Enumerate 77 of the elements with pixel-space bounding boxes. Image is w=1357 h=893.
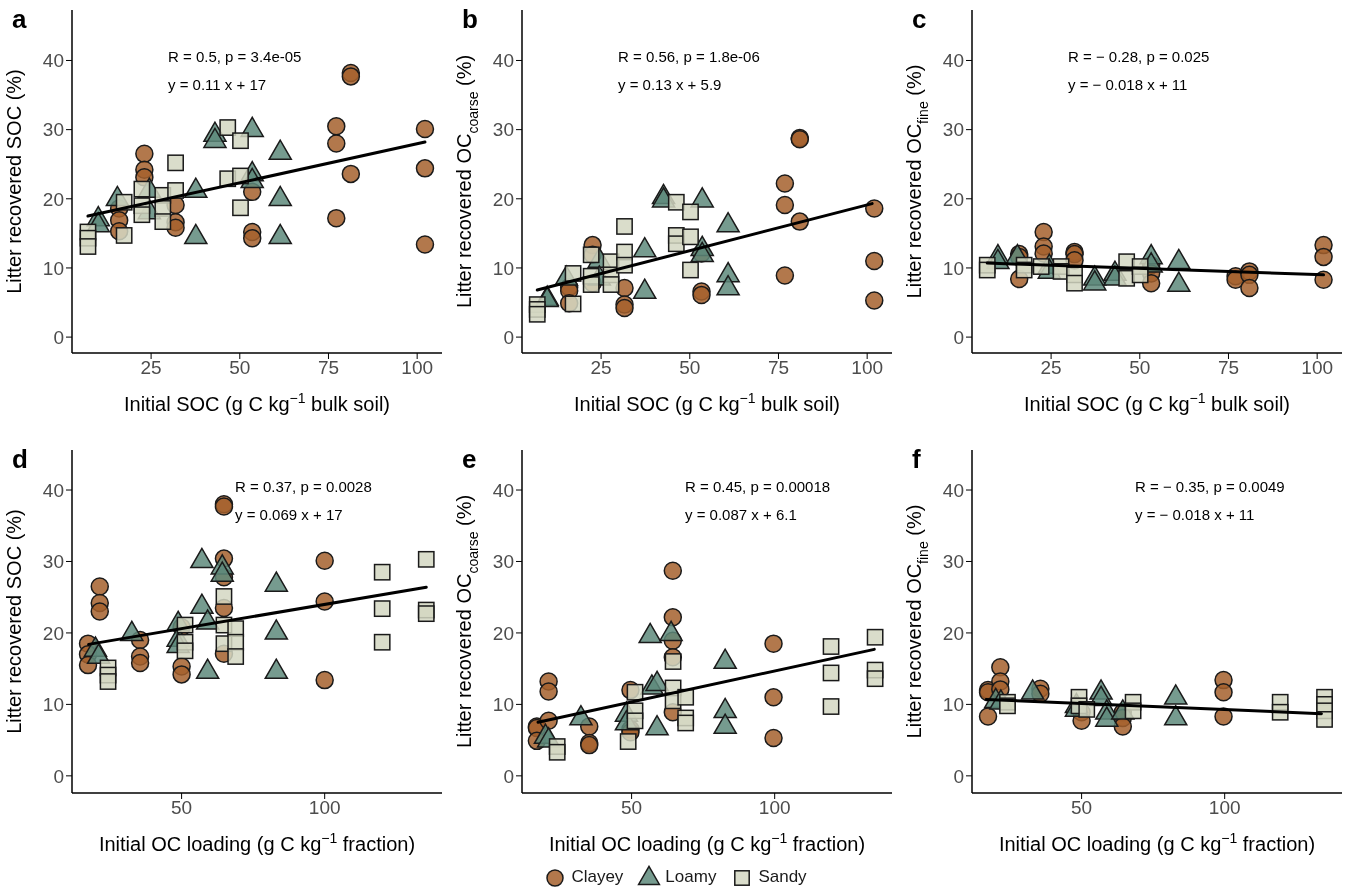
- chart-title: f: [912, 444, 921, 475]
- legend-label: Sandy: [758, 867, 807, 887]
- x-tick-label: 100: [1301, 357, 1334, 379]
- x-axis-title: Initial OC loading (g C kg$^{−1}$ fraction): [548, 830, 866, 855]
- y-tick-label: 10: [942, 257, 964, 279]
- annotation: R = − 0.28, p = 0.025: [1068, 48, 1210, 65]
- x-tick-label: 100: [851, 357, 884, 379]
- x-tick-label: 100: [401, 357, 434, 379]
- annotation: R = 0.56, p = 1.8e-06: [618, 48, 760, 65]
- y-tick-label: 0: [503, 765, 514, 787]
- annotation: y = 0.069 x + 17: [235, 506, 343, 523]
- annotation: y = 0.087 x + 6.1: [685, 506, 797, 523]
- y-tick-label: 40: [942, 50, 964, 72]
- x-axis-title: Initial SOC (g C kg$^{−1}$ bulk soil): [123, 390, 391, 415]
- x-tick-label: 50: [679, 357, 701, 379]
- y-tick-label: 30: [42, 119, 64, 141]
- y-tick-label: 40: [42, 479, 64, 501]
- x-tick-label: 25: [1040, 357, 1062, 379]
- y-tick-label: 30: [942, 119, 964, 141]
- y-tick-label: 30: [492, 551, 514, 573]
- x-tick-label: 75: [767, 357, 790, 379]
- annotation: y = 0.13 x + 5.9: [618, 76, 722, 93]
- y-tick-label: 0: [53, 326, 64, 348]
- y-tick-label: 0: [953, 765, 964, 787]
- chart-title: d: [12, 444, 28, 475]
- annotation: y = − 0.018 x + 11: [1068, 76, 1188, 93]
- y-tick-label: 0: [503, 326, 514, 348]
- y-tick-label: 30: [942, 551, 964, 573]
- y-tick-label: 20: [942, 622, 964, 644]
- y-tick-label: 40: [492, 50, 514, 72]
- y-tick-label: 10: [42, 257, 64, 279]
- x-tick-label: 100: [758, 797, 791, 819]
- x-axis-title: Initial SOC (g C kg$^{−1}$ bulk soil): [1023, 390, 1291, 415]
- y-tick-label: 0: [953, 326, 964, 348]
- y-tick-label: 40: [492, 479, 514, 501]
- x-tick-label: 75: [1217, 357, 1240, 379]
- x-tick-label: 25: [590, 357, 612, 379]
- annotation: R = − 0.35, p = 0.0049: [1135, 478, 1285, 495]
- x-tick-label: 25: [140, 357, 162, 379]
- x-tick-label: 75: [317, 357, 340, 379]
- annotation: y = 0.11 x + 17: [168, 76, 267, 93]
- legend-label: Loamy: [665, 867, 717, 887]
- chart-title: c: [912, 4, 927, 35]
- y-tick-label: 30: [42, 551, 64, 573]
- y-tick-label: 10: [492, 694, 514, 716]
- legend-label: Clayey: [571, 867, 624, 887]
- x-axis-title: Initial OC loading (g C kg$^{−1}$ fraction): [998, 830, 1316, 855]
- y-tick-label: 0: [53, 765, 64, 787]
- chart-title: e: [462, 444, 477, 475]
- annotation: R = 0.5, p = 3.4e-05: [168, 48, 302, 65]
- y-axis-title: Litter recovered SOC (%): [3, 509, 26, 734]
- y-tick-label: 20: [42, 188, 64, 210]
- x-tick-label: 50: [229, 357, 251, 379]
- x-tick-label: 50: [171, 797, 193, 819]
- annotation: R = 0.45, p = 0.00018: [685, 478, 831, 495]
- chart-title: b: [462, 4, 478, 35]
- x-tick-label: 50: [1071, 797, 1093, 819]
- y-tick-label: 10: [492, 257, 514, 279]
- y-tick-label: 20: [492, 622, 514, 644]
- y-tick-label: 20: [942, 188, 964, 210]
- x-tick-label: 100: [1208, 797, 1241, 819]
- y-tick-label: 10: [42, 694, 64, 716]
- annotation: y = − 0.018 x + 11: [1135, 506, 1255, 523]
- y-tick-label: 20: [42, 622, 64, 644]
- y-tick-label: 40: [942, 479, 964, 501]
- x-tick-label: 50: [1129, 357, 1151, 379]
- x-tick-label: 50: [621, 797, 643, 819]
- x-axis-title: Initial OC loading (g C kg$^{−1}$ fraction): [98, 830, 416, 855]
- y-tick-label: 30: [492, 119, 514, 141]
- y-tick-label: 10: [942, 694, 964, 716]
- y-axis-title: Litter recovered SOC (%): [3, 69, 26, 294]
- chart-title: a: [12, 4, 27, 35]
- x-axis-title: Initial SOC (g C kg$^{−1}$ bulk soil): [573, 390, 841, 415]
- y-tick-label: 40: [42, 50, 64, 72]
- y-tick-label: 20: [492, 188, 514, 210]
- x-tick-label: 100: [308, 797, 341, 819]
- annotation: R = 0.37, p = 0.0028: [235, 478, 372, 495]
